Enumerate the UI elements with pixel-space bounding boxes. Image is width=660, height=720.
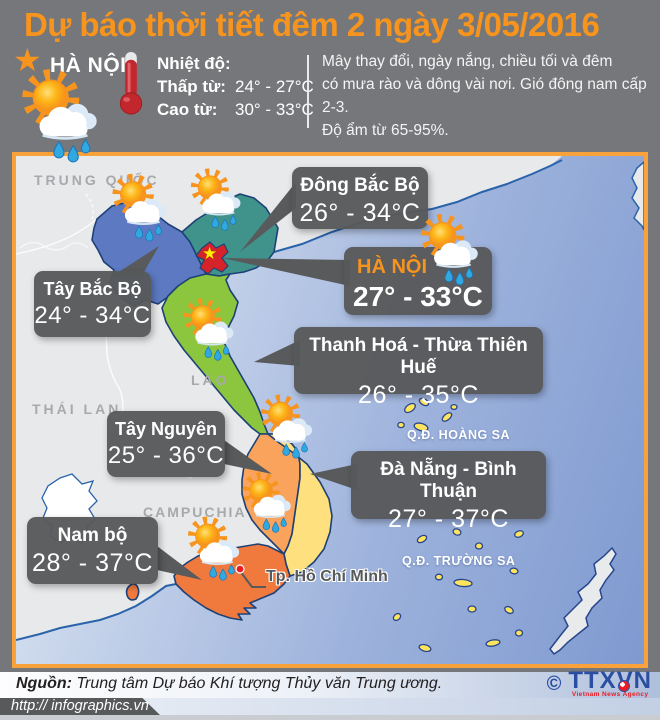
truong-sa-label: Q.Đ. TRƯỜNG SA (402, 554, 516, 568)
hanoi-star-icon: ★ (202, 244, 218, 263)
source-label: Nguồn: (16, 675, 72, 692)
hcm-pointer-line (239, 570, 266, 588)
logo-subtitle: Vietnam News Agency (571, 691, 649, 698)
country-label-cambodia: CAMPUCHIA (143, 504, 247, 520)
region-temp: 27° - 33°C (353, 281, 483, 312)
region-name: Thanh Hoá - Thừa Thiên Huế (309, 335, 528, 378)
city-name: HÀ NỘI (50, 54, 127, 77)
website-url[interactable]: http:// infographics.vn (11, 698, 149, 714)
thermometer-icon (114, 50, 148, 116)
region-hanoi (195, 241, 229, 275)
region-temp: 27° - 37°C (388, 505, 509, 533)
sun-cloud-rain-icon (12, 64, 114, 166)
source-text: Nguồn: Trung tâm Dự báo Khí tượng Thủy v… (16, 675, 442, 693)
hcm-city-label: Tp. Hồ Chí Minh (266, 568, 388, 585)
hoang-sa-label: Q.Đ. HOÀNG SA (407, 428, 511, 442)
sun-cloud-rain-icon (177, 295, 245, 363)
callout-tay-bac-bo: Tây Bắc Bộ 24° - 34°C (34, 271, 151, 337)
sun-cloud-rain-icon (181, 513, 251, 583)
china-coastline (273, 159, 563, 253)
source-value: Trung tâm Dự báo Khí tượng Thủy văn Trun… (71, 675, 443, 692)
callout-thanh-hoa-hue: Thanh Hoá - Thừa Thiên Huế 26° - 35°C (294, 327, 543, 409)
bottom-edge (0, 715, 660, 720)
hcm-city-dot (235, 564, 245, 574)
sun-cloud-rain-icon (254, 391, 324, 461)
sun-cloud-rain-icon (105, 170, 179, 244)
sun-cloud-rain-icon (184, 165, 252, 233)
callout-da-nang-binh-thuan: Đà Nẵng - Bình Thuận 27° - 37°C (351, 451, 546, 533)
palawan-island (549, 546, 617, 656)
ttxvn-logo: © TTXVN Vietnam News Agency (546, 667, 652, 699)
cambodia-coastline (16, 583, 177, 641)
logo-name: TTXVN (568, 667, 652, 694)
callout-pointers (111, 182, 357, 580)
temperature-summary: Nhiệt độ: Thấp từ: 24° - 27°C Cao từ: 30° … (157, 52, 314, 121)
region-name: Đà Nẵng - Bình Thuận (380, 459, 517, 502)
low-temp-label: Thấp từ: (157, 77, 226, 96)
copyright-icon: © (546, 673, 562, 695)
page-title: Dự báo thời tiết đêm 2 ngày 3/05/2016 (24, 6, 600, 43)
description-line: Độ ẩm từ 65-95%. (322, 122, 449, 139)
description-line: có mưa rào và dông vài nơi. Gió đông nam… (322, 76, 647, 116)
sun-cloud-rain-icon (413, 210, 491, 288)
low-temp-value: 24° - 27°C (235, 77, 314, 96)
callout-dong-bac-bo: Đông Bắc Bộ 26° - 34°C (292, 167, 428, 229)
description-line: Mây thay đổi, ngày nắng, chiều tối và đê… (322, 53, 613, 70)
region-temp: 28° - 37°C (32, 549, 153, 577)
region-name: Tây Nguyên (114, 419, 218, 439)
region-temp: 26° - 34°C (299, 199, 421, 227)
footer-strip (0, 698, 660, 715)
star-icon: ★ (13, 42, 42, 78)
truong-sa-islands (392, 528, 525, 653)
forecast-description: Mây thay đổi, ngày nắng, chiều tối và đê… (322, 50, 660, 142)
high-temp-value: 30° - 33°C (235, 100, 314, 119)
url-tab (0, 698, 160, 715)
region-name: HÀ NỘI (357, 256, 427, 278)
region-name: Đông Bắc Bộ (300, 175, 420, 196)
region-temp: 25° - 36°C (107, 442, 225, 469)
temp-section-label: Nhiệt độ: (157, 54, 231, 73)
globe-icon (618, 680, 630, 692)
source-bar (0, 672, 660, 698)
callout-nam-bo: Nam bộ 28° - 37°C (27, 517, 158, 584)
region-name: Nam bộ (57, 525, 128, 546)
hoang-sa-islands (397, 397, 458, 432)
vertical-divider (307, 55, 309, 128)
country-label-laos: LÀO (191, 372, 230, 388)
callout-tay-nguyen: Tây Nguyên 25° - 36°C (107, 411, 225, 477)
region-name: Tây Bắc Bộ (43, 279, 142, 299)
callout-ha-noi: HÀ NỘI 27° - 33°C (344, 247, 492, 315)
region-temp: 24° - 34°C (34, 302, 151, 329)
hainan-island (631, 161, 644, 231)
phu-quoc-island (125, 583, 140, 601)
region-temp: 26° - 35°C (358, 381, 479, 409)
country-label-thailand: THÁI LAN (32, 401, 122, 417)
high-temp-label: Cao từ: (157, 100, 218, 119)
